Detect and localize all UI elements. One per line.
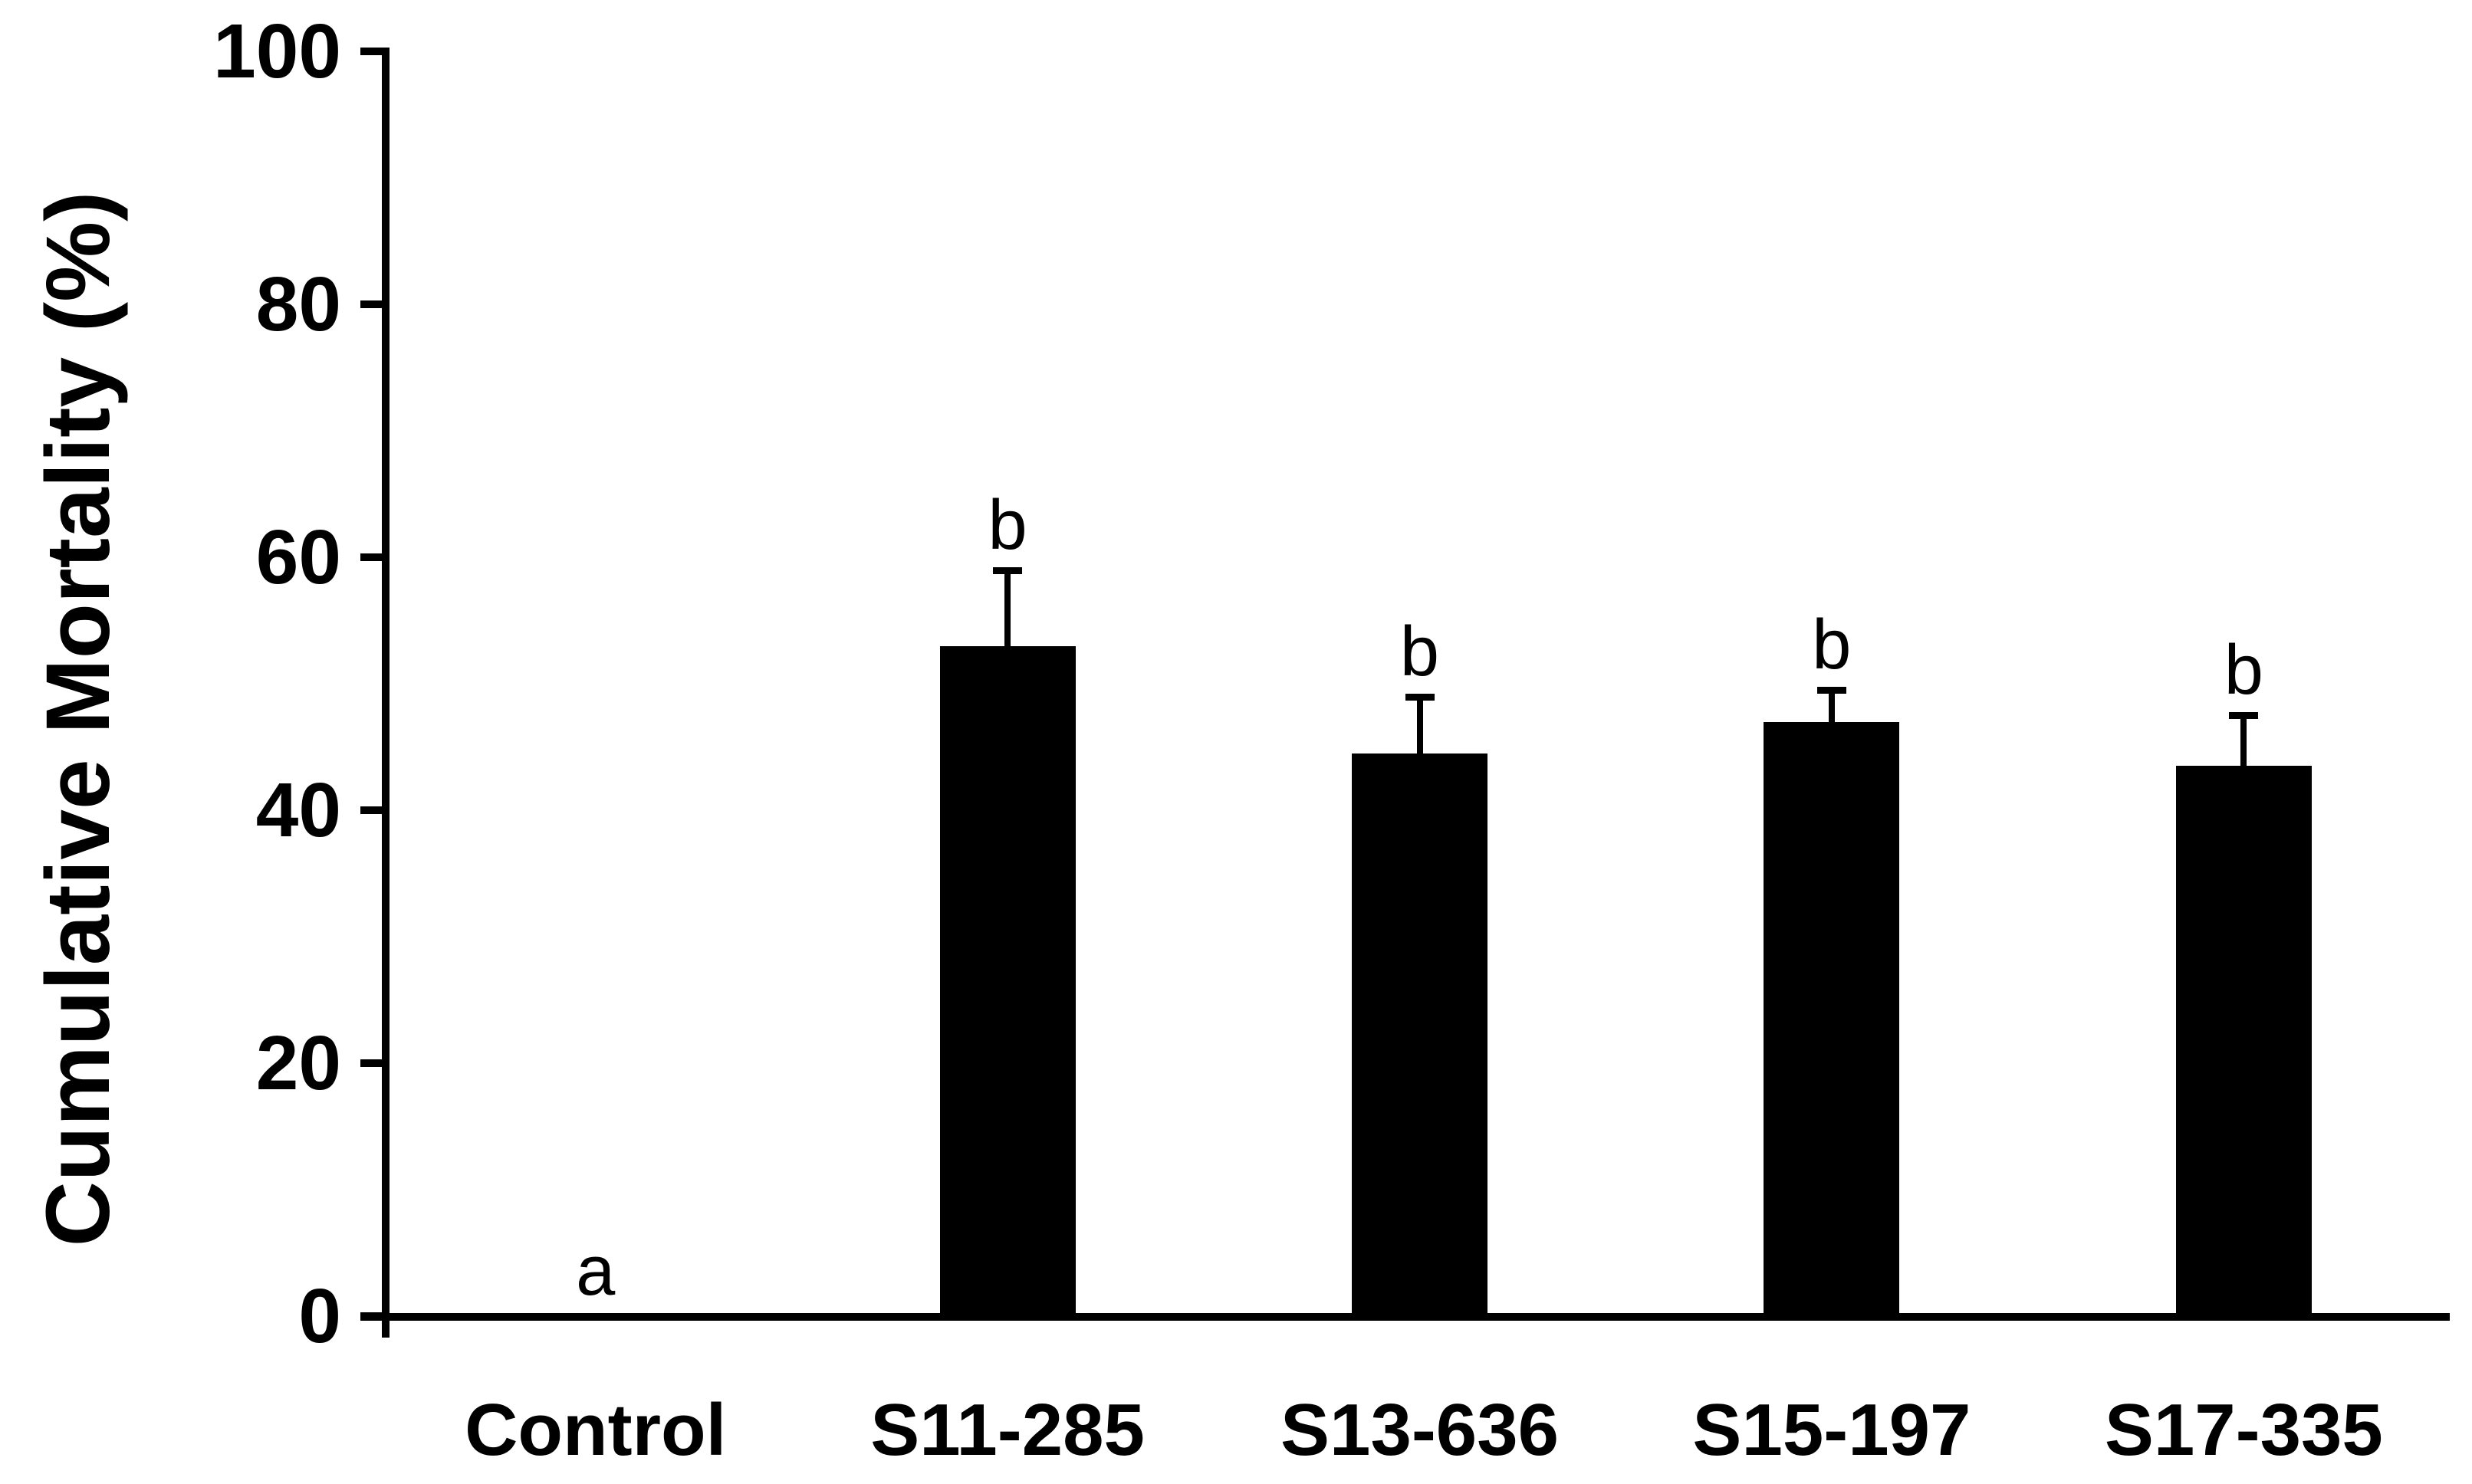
sig-letter-s13-636: b [1399,612,1440,691]
y-tick-label: 100 [213,8,341,94]
y-tick-label: 0 [298,1273,341,1359]
error-bar-stem-s15-197 [1828,690,1835,722]
error-bar-cap-s15-197 [1816,687,1846,694]
y-axis-tick [360,553,390,561]
error-bar-stem-s17-335 [2240,715,2247,767]
y-axis-tick [360,300,390,308]
x-tick-label-s15-197: S15-197 [1692,1389,1971,1471]
y-tick-label: 20 [255,1020,341,1106]
sig-letter-s17-335: b [2224,631,2263,710]
y-axis-tick [360,48,390,55]
x-tick-label-control: Control [465,1389,727,1471]
bar-s17-335 [2175,766,2312,1319]
y-axis-tick [360,806,390,814]
bar-s13-636 [1352,753,1487,1319]
error-bar-cap-s11-285 [993,566,1023,574]
error-bar-cap-s17-335 [2229,712,2259,720]
error-bar-cap-s13-636 [1405,693,1435,701]
error-bar-stem-s13-636 [1416,696,1423,753]
error-bar-stem-s11-285 [1004,570,1011,646]
y-axis-tick [360,1312,390,1320]
y-tick-label: 40 [255,767,341,853]
x-tick-label-s17-335: S17-335 [2104,1389,2383,1471]
sig-letter-control: a [576,1232,616,1310]
sig-letter-s11-285: b [988,485,1027,564]
x-tick-label-s11-285: S11-285 [870,1389,1145,1471]
bar-s11-285 [939,645,1076,1319]
sig-letter-s15-197: b [1812,606,1852,685]
x-tick-label-s13-636: S13-636 [1280,1389,1559,1471]
bar-s15-197 [1764,721,1900,1319]
y-tick-label: 60 [255,514,341,600]
y-axis-line [382,48,390,1338]
y-tick-label: 80 [255,261,341,347]
y-axis-tick [360,1059,390,1067]
